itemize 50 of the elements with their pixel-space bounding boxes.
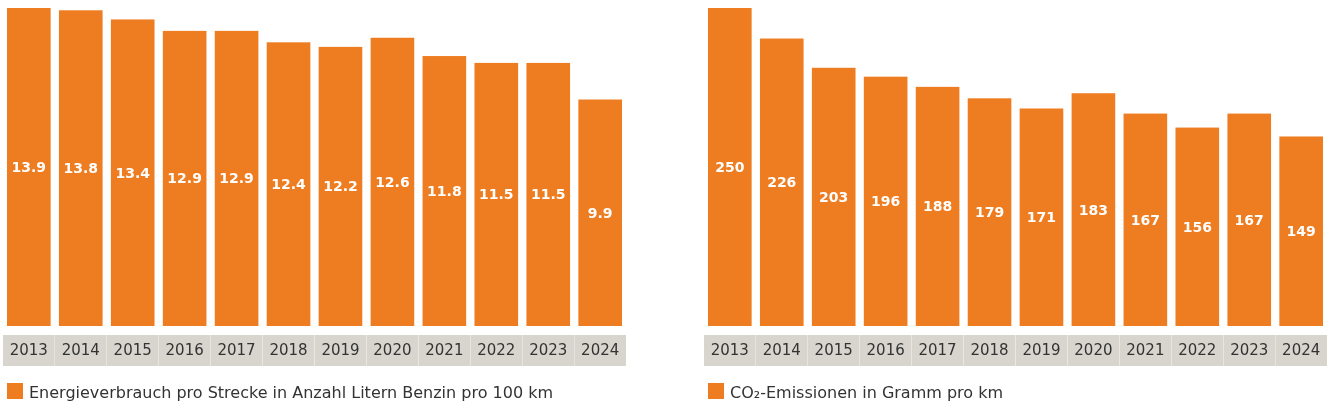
x-tick-label: 2013 — [710, 340, 749, 359]
data-label: 250 — [715, 159, 745, 175]
x-tick-label: 2019 — [321, 340, 360, 359]
data-label: 196 — [871, 193, 901, 210]
data-label: 11.5 — [530, 186, 566, 203]
x-tick-label: 2019 — [1022, 340, 1061, 359]
data-label: 203 — [819, 188, 849, 205]
x-tick-label: 2022 — [477, 340, 516, 359]
x-tick-label: 2017 — [918, 340, 957, 359]
x-tick-label: 2017 — [217, 340, 256, 359]
data-label: 12.6 — [375, 173, 410, 190]
data-label: 149 — [1286, 223, 1316, 240]
data-label: 12.9 — [219, 170, 254, 187]
data-label: 12.2 — [323, 178, 358, 195]
x-tick-label: 2018 — [269, 340, 308, 359]
data-label: 12.9 — [167, 170, 202, 187]
data-label: 13.8 — [63, 160, 99, 177]
data-label: 11.8 — [427, 183, 462, 200]
x-tick-label: 2013 — [9, 340, 48, 359]
x-tick-label: 2021 — [425, 340, 464, 359]
data-label: 13.4 — [115, 164, 151, 181]
x-tick-label: 2014 — [61, 340, 100, 359]
data-label: 13.9 — [11, 159, 47, 175]
data-label: 183 — [1078, 201, 1109, 218]
data-label: 167 — [1130, 211, 1160, 228]
data-label: 188 — [922, 198, 953, 215]
data-label: 9.9 — [587, 204, 613, 221]
x-tick-label: 2023 — [1230, 340, 1269, 359]
x-tick-label: 2020 — [1074, 340, 1113, 359]
x-tick-label: 2020 — [373, 340, 412, 359]
data-label: 179 — [974, 204, 1005, 221]
x-tick-label: 2015 — [814, 340, 853, 359]
data-label: 12.4 — [271, 176, 307, 193]
legend-label: CO₂-Emissionen in Gramm pro km — [730, 383, 1004, 402]
x-tick-label: 2024 — [581, 340, 620, 359]
x-tick-label: 2023 — [529, 340, 568, 359]
data-label: 11.5 — [479, 186, 514, 203]
x-tick-label: 2016 — [866, 340, 905, 359]
x-tick-label: 2022 — [1178, 340, 1217, 359]
data-label: 156 — [1182, 218, 1212, 235]
data-label: 171 — [1026, 209, 1057, 226]
data-label: 226 — [767, 174, 797, 191]
legend-label: Energieverbrauch pro Strecke in Anzahl Litern Benzin pro 100 km — [29, 383, 554, 402]
x-tick-label: 2021 — [1126, 340, 1165, 359]
data-label: 167 — [1234, 211, 1264, 228]
x-tick-label: 2016 — [165, 340, 204, 359]
x-tick-label: 2018 — [970, 340, 1009, 359]
x-tick-label: 2014 — [762, 340, 801, 359]
x-tick-label: 2024 — [1282, 340, 1321, 359]
x-tick-label: 2015 — [113, 340, 152, 359]
